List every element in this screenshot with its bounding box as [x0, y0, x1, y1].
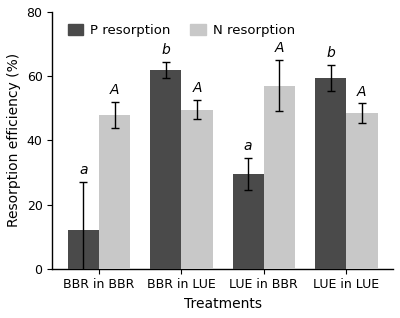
X-axis label: Treatments: Treatments	[184, 297, 262, 311]
Bar	[346, 113, 378, 269]
Y-axis label: Resorption efficiency (%): Resorption efficiency (%)	[7, 53, 21, 227]
Bar	[99, 115, 130, 269]
Bar	[150, 70, 182, 269]
Bar	[68, 230, 99, 269]
Text: A: A	[275, 41, 284, 55]
Bar	[315, 78, 346, 269]
Bar	[232, 174, 264, 269]
Text: a: a	[79, 163, 88, 177]
Text: A: A	[192, 81, 202, 95]
Bar	[264, 86, 295, 269]
Text: b: b	[162, 43, 170, 57]
Text: A: A	[110, 83, 120, 97]
Bar	[182, 110, 213, 269]
Legend: P resorption, N resorption: P resorption, N resorption	[62, 18, 300, 42]
Text: A: A	[357, 85, 367, 99]
Text: a: a	[244, 139, 252, 153]
Text: b: b	[326, 46, 335, 60]
